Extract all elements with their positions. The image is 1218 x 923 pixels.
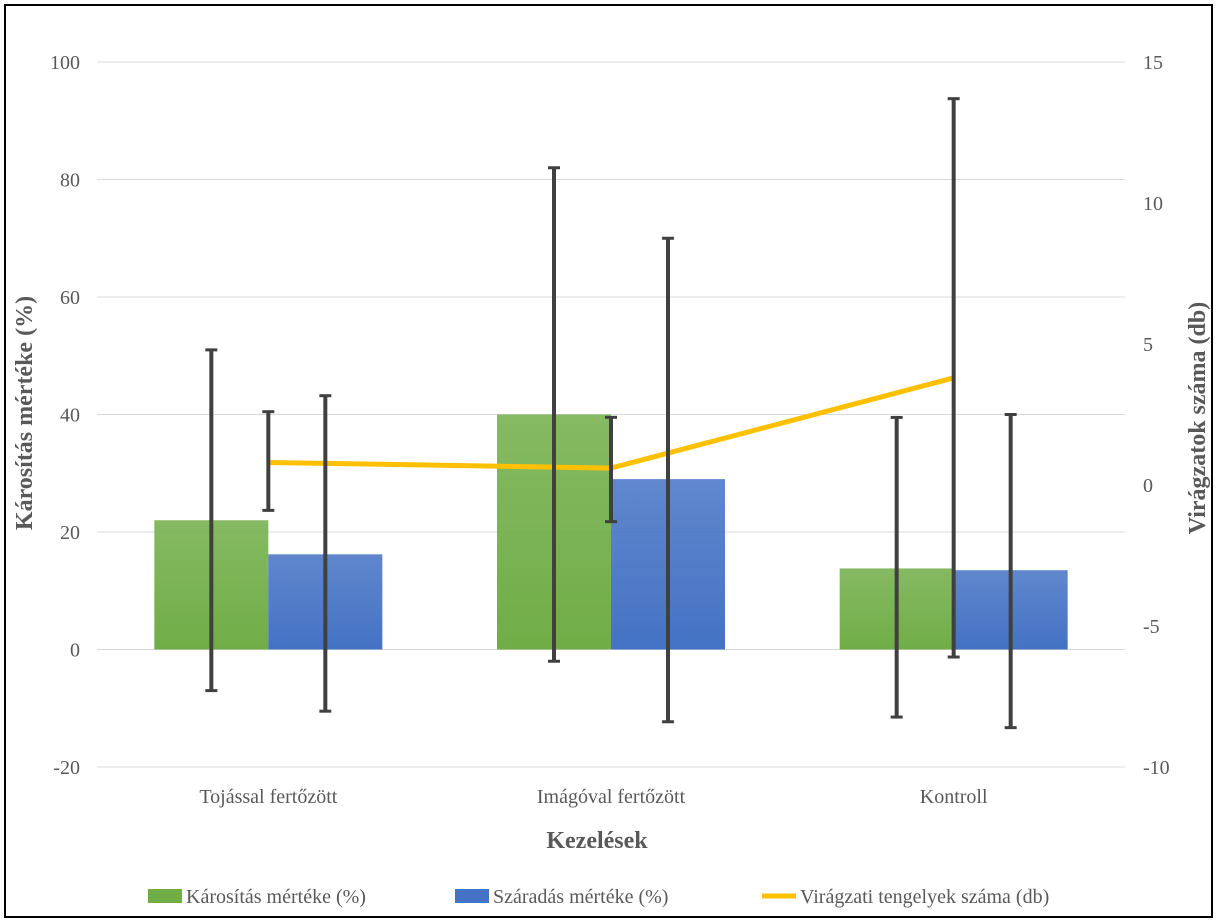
error-bar bbox=[548, 166, 560, 663]
legend: Károsítás mértéke (%) Száradás mértéke (%… bbox=[148, 886, 1049, 908]
y2-axis-title: Virágzatok száma (db) bbox=[1185, 302, 1211, 534]
error-bar bbox=[890, 415, 903, 719]
error-bar bbox=[319, 394, 332, 713]
category-label: Kontroll bbox=[920, 786, 988, 808]
legend-swatch bbox=[455, 889, 489, 903]
y-axis-title: Károsítás mértéke (%) bbox=[12, 296, 38, 530]
error-bar bbox=[1004, 413, 1017, 730]
legend-label: Károsítás mértéke (%) bbox=[186, 886, 366, 908]
category-labels: Tojással fertőzött Imágóval fertőzött Kont… bbox=[199, 786, 988, 808]
error-bar bbox=[262, 410, 275, 512]
y-tick-label: 20 bbox=[60, 522, 80, 544]
right-axis-ticks: -10 -5 0 5 10 15 bbox=[1143, 52, 1170, 779]
error-bars bbox=[205, 97, 1017, 730]
legend-item: Száradás mértéke (%) bbox=[455, 886, 668, 908]
legend-item: Virágzati tengelyek száma (db) bbox=[762, 886, 1049, 908]
left-axis-ticks: -20 0 20 40 60 80 100 bbox=[50, 52, 80, 779]
error-bar bbox=[605, 415, 617, 524]
error-bar bbox=[947, 97, 960, 659]
y-tick-label: -20 bbox=[53, 757, 80, 779]
y2-tick-label: 10 bbox=[1143, 193, 1163, 215]
category-label: Tojással fertőzött bbox=[199, 786, 337, 808]
y2-tick-label: 0 bbox=[1143, 475, 1153, 497]
y-tick-label: 40 bbox=[60, 405, 80, 427]
y2-tick-label: -10 bbox=[1143, 757, 1170, 779]
legend-swatch bbox=[148, 889, 182, 903]
x-axis-title: Kezelések bbox=[546, 828, 648, 854]
y-tick-label: 100 bbox=[50, 52, 80, 74]
y-tick-label: 60 bbox=[60, 287, 80, 309]
y2-tick-label: -5 bbox=[1143, 616, 1160, 638]
y-tick-label: 80 bbox=[60, 170, 80, 192]
y-tick-label: 0 bbox=[70, 640, 80, 662]
legend-item: Károsítás mértéke (%) bbox=[148, 886, 366, 908]
error-bar bbox=[662, 236, 674, 724]
error-bar bbox=[205, 348, 218, 693]
legend-label: Száradás mértéke (%) bbox=[493, 886, 668, 908]
y2-tick-label: 5 bbox=[1143, 334, 1153, 356]
y2-tick-label: 15 bbox=[1143, 52, 1163, 74]
category-label: Imágóval fertőzött bbox=[537, 786, 686, 808]
legend-label: Virágzati tengelyek száma (db) bbox=[800, 886, 1049, 908]
